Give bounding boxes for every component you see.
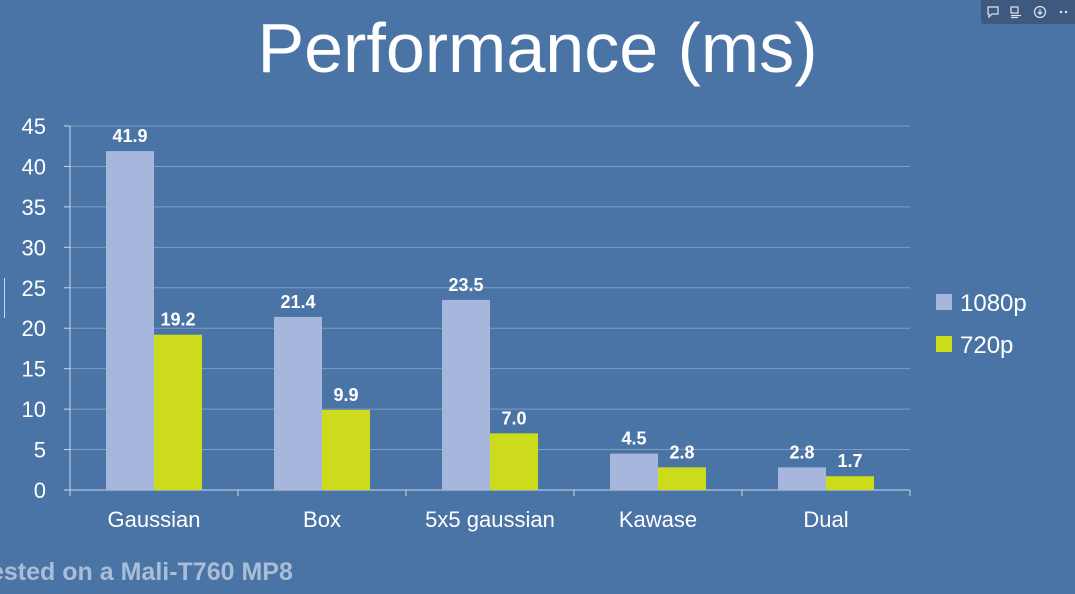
viewer-toolbar [981,0,1075,24]
more-icon[interactable] [1054,3,1072,21]
y-tick-label: 5 [34,438,46,463]
y-tick-label: 40 [22,154,46,179]
data-label: 1.7 [837,451,862,471]
data-label: 4.5 [621,429,646,449]
data-label: 9.9 [333,385,358,405]
slide-edge-marker [0,278,5,318]
y-tick-label: 0 [34,478,46,503]
data-label: 19.2 [160,310,195,330]
y-tick-label: 45 [22,114,46,139]
x-tick-label: Kawase [619,507,697,532]
y-tick-label: 30 [22,235,46,260]
x-tick-label: Gaussian [108,507,201,532]
x-tick-label: 5x5 gaussian [425,507,555,532]
bar-720p-3 [658,467,706,490]
data-label: 2.8 [789,442,814,462]
data-label: 41.9 [112,126,147,146]
bar-1080p-0 [106,151,154,490]
bar-1080p-4 [778,467,826,490]
bar-1080p-3 [610,453,658,490]
data-label: 2.8 [669,442,694,462]
legend-label: 720p [960,332,1013,359]
x-tick-label: Box [303,507,341,532]
y-tick-label: 35 [22,195,46,220]
bar-720p-2 [490,433,538,490]
y-tick-label: 25 [22,276,46,301]
legend-label: 1080p [960,290,1027,317]
legend-swatch [936,336,952,352]
bar-720p-0 [154,334,202,490]
x-tick-label: Dual [803,507,848,532]
chart-title: Performance (ms) [257,9,818,87]
y-tick-label: 15 [22,357,46,382]
data-label: 21.4 [280,292,315,312]
footnote: ested on a Mali-T760 MP8 [0,558,293,586]
y-tick-label: 10 [22,397,46,422]
download-icon[interactable] [1031,3,1049,21]
bar-1080p-1 [274,316,322,490]
legend-swatch [936,294,952,310]
bar-1080p-2 [442,299,490,490]
notes-icon[interactable] [1007,3,1025,21]
comment-icon[interactable] [984,3,1002,21]
bar-720p-4 [826,476,874,490]
data-label: 7.0 [501,408,526,428]
data-label: 23.5 [448,275,483,295]
y-tick-label: 20 [22,316,46,341]
bar-720p-1 [322,409,370,490]
